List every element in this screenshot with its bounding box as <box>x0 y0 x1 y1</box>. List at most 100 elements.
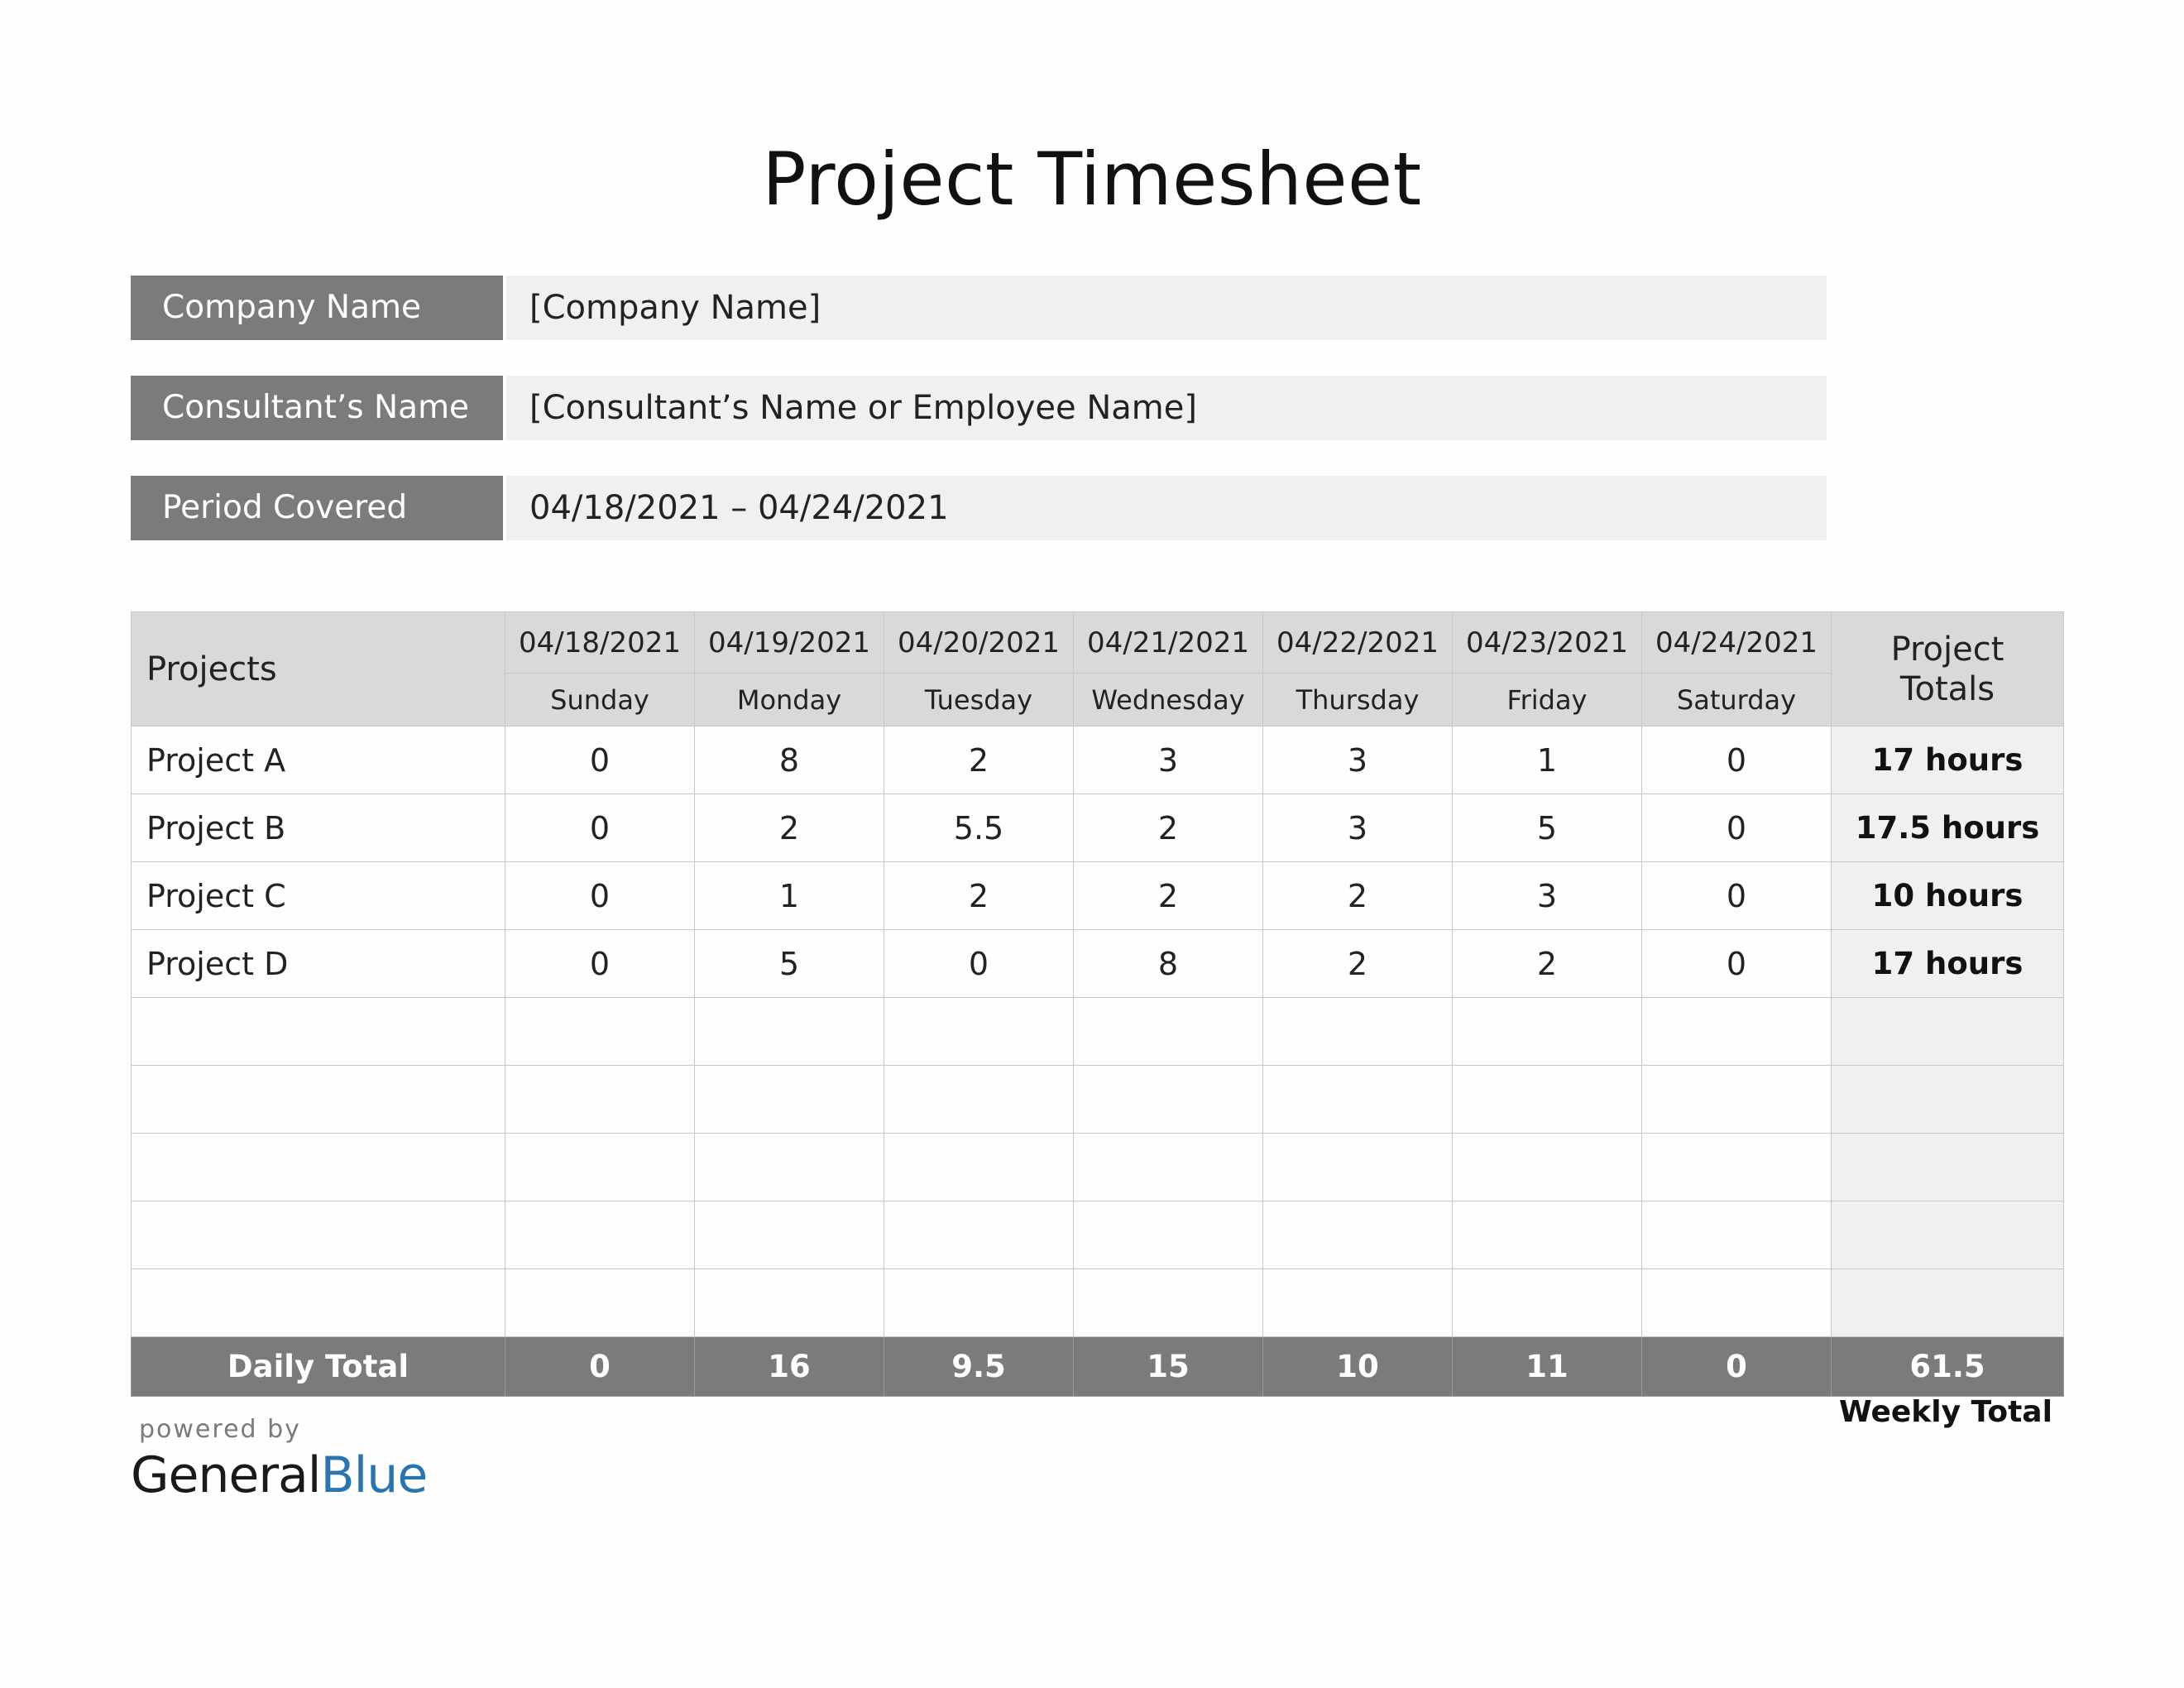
empty-cell[interactable] <box>884 1133 1074 1201</box>
hours-cell[interactable]: 2 <box>1452 929 1642 998</box>
hours-cell[interactable]: 2 <box>694 794 884 862</box>
empty-cell[interactable] <box>1262 1201 1453 1269</box>
empty-cell[interactable] <box>505 1201 695 1269</box>
empty-cell[interactable] <box>1073 1201 1263 1269</box>
empty-cell[interactable] <box>694 1268 884 1337</box>
empty-total-cell <box>1831 1201 2064 1269</box>
project-totals-header: Project Totals <box>1831 611 2064 727</box>
empty-cell[interactable] <box>1262 1133 1453 1201</box>
empty-cell[interactable] <box>884 1201 1074 1269</box>
hours-cell[interactable]: 2 <box>1262 929 1453 998</box>
empty-cell[interactable] <box>505 997 695 1066</box>
empty-cell[interactable] <box>1641 1201 1832 1269</box>
empty-row <box>131 1133 2064 1201</box>
daily-total-cell: 0 <box>1641 1336 1832 1397</box>
period-field[interactable]: 04/18/2021 – 04/24/2021 <box>506 476 1827 540</box>
hours-cell[interactable]: 0 <box>1641 794 1832 862</box>
hours-cell[interactable]: 0 <box>505 794 695 862</box>
date-header: 04/24/2021 <box>1641 611 1832 674</box>
project-name-cell[interactable]: Project C <box>131 861 505 930</box>
hours-cell[interactable]: 2 <box>1262 861 1453 930</box>
empty-cell[interactable] <box>131 1133 505 1201</box>
empty-total-cell <box>1831 1268 2064 1337</box>
empty-cell[interactable] <box>505 1268 695 1337</box>
empty-cell[interactable] <box>1073 997 1263 1066</box>
hours-cell[interactable]: 0 <box>884 929 1074 998</box>
table-row: Project C 0 1 2 2 2 3 0 10 hours <box>131 861 2064 930</box>
empty-total-cell <box>1831 997 2064 1066</box>
empty-cell[interactable] <box>131 1268 505 1337</box>
empty-cell[interactable] <box>884 997 1074 1066</box>
period-label: Period Covered <box>131 476 503 540</box>
hours-cell[interactable]: 5 <box>694 929 884 998</box>
project-name-cell[interactable]: Project D <box>131 929 505 998</box>
empty-row <box>131 1065 2064 1134</box>
empty-cell[interactable] <box>694 1201 884 1269</box>
empty-cell[interactable] <box>131 997 505 1066</box>
hours-cell[interactable]: 3 <box>1073 726 1263 794</box>
date-header: 04/20/2021 <box>884 611 1074 674</box>
empty-cell[interactable] <box>1452 1133 1642 1201</box>
hours-cell[interactable]: 0 <box>1641 929 1832 998</box>
empty-cell[interactable] <box>884 1268 1074 1337</box>
empty-cell[interactable] <box>694 1065 884 1134</box>
generalblue-logo[interactable]: GeneralBlue <box>131 1446 428 1504</box>
empty-cell[interactable] <box>1452 1268 1642 1337</box>
consultant-field[interactable]: [Consultant’s Name or Employee Name] <box>506 376 1827 440</box>
hours-cell[interactable]: 2 <box>884 726 1074 794</box>
hours-cell[interactable]: 0 <box>505 929 695 998</box>
empty-cell[interactable] <box>1073 1133 1263 1201</box>
empty-row <box>131 1201 2064 1269</box>
empty-cell[interactable] <box>1452 1065 1642 1134</box>
empty-cell[interactable] <box>1641 1133 1832 1201</box>
date-header: 04/19/2021 <box>694 611 884 674</box>
hours-cell[interactable]: 8 <box>694 726 884 794</box>
hours-cell[interactable]: 2 <box>1073 861 1263 930</box>
company-field[interactable]: [Company Name] <box>506 276 1827 340</box>
day-header: Friday <box>1452 673 1642 727</box>
empty-cell[interactable] <box>1262 1065 1453 1134</box>
brand-general-text: General <box>131 1446 321 1504</box>
hours-cell[interactable]: 3 <box>1452 861 1642 930</box>
hours-cell[interactable]: 1 <box>694 861 884 930</box>
hours-cell[interactable]: 3 <box>1262 794 1453 862</box>
empty-cell[interactable] <box>1073 1268 1263 1337</box>
empty-cell[interactable] <box>1641 997 1832 1066</box>
empty-cell[interactable] <box>884 1065 1074 1134</box>
project-total-cell: 10 hours <box>1831 861 2064 930</box>
empty-cell[interactable] <box>1073 1065 1263 1134</box>
hours-cell[interactable]: 2 <box>884 861 1074 930</box>
empty-cell[interactable] <box>1262 997 1453 1066</box>
empty-cell[interactable] <box>694 997 884 1066</box>
empty-cell[interactable] <box>131 1201 505 1269</box>
empty-cell[interactable] <box>1452 1201 1642 1269</box>
date-header: 04/22/2021 <box>1262 611 1453 674</box>
hours-cell[interactable]: 0 <box>1641 861 1832 930</box>
daily-total-cell: 15 <box>1073 1336 1263 1397</box>
empty-cell[interactable] <box>131 1065 505 1134</box>
empty-cell[interactable] <box>1452 997 1642 1066</box>
empty-cell[interactable] <box>1641 1268 1832 1337</box>
project-name-cell[interactable]: Project A <box>131 726 505 794</box>
company-label: Company Name <box>131 276 503 340</box>
empty-cell[interactable] <box>505 1133 695 1201</box>
projects-header: Projects <box>131 611 505 727</box>
empty-cell[interactable] <box>1262 1268 1453 1337</box>
hours-cell[interactable]: 8 <box>1073 929 1263 998</box>
empty-cell[interactable] <box>1641 1065 1832 1134</box>
empty-cell[interactable] <box>694 1133 884 1201</box>
hours-cell[interactable]: 0 <box>505 726 695 794</box>
hours-cell[interactable]: 3 <box>1262 726 1453 794</box>
hours-cell[interactable]: 0 <box>505 861 695 930</box>
project-totals-header-line2: Totals <box>1899 669 1995 708</box>
project-name-cell[interactable]: Project B <box>131 794 505 862</box>
hours-cell[interactable]: 1 <box>1452 726 1642 794</box>
hours-cell[interactable]: 0 <box>1641 726 1832 794</box>
hours-cell[interactable]: 2 <box>1073 794 1263 862</box>
empty-cell[interactable] <box>505 1065 695 1134</box>
daily-total-label: Daily Total <box>131 1336 505 1397</box>
table-row: Project A 0 8 2 3 3 1 0 17 hours <box>131 726 2064 794</box>
project-total-cell: 17.5 hours <box>1831 794 2064 862</box>
hours-cell[interactable]: 5.5 <box>884 794 1074 862</box>
hours-cell[interactable]: 5 <box>1452 794 1642 862</box>
